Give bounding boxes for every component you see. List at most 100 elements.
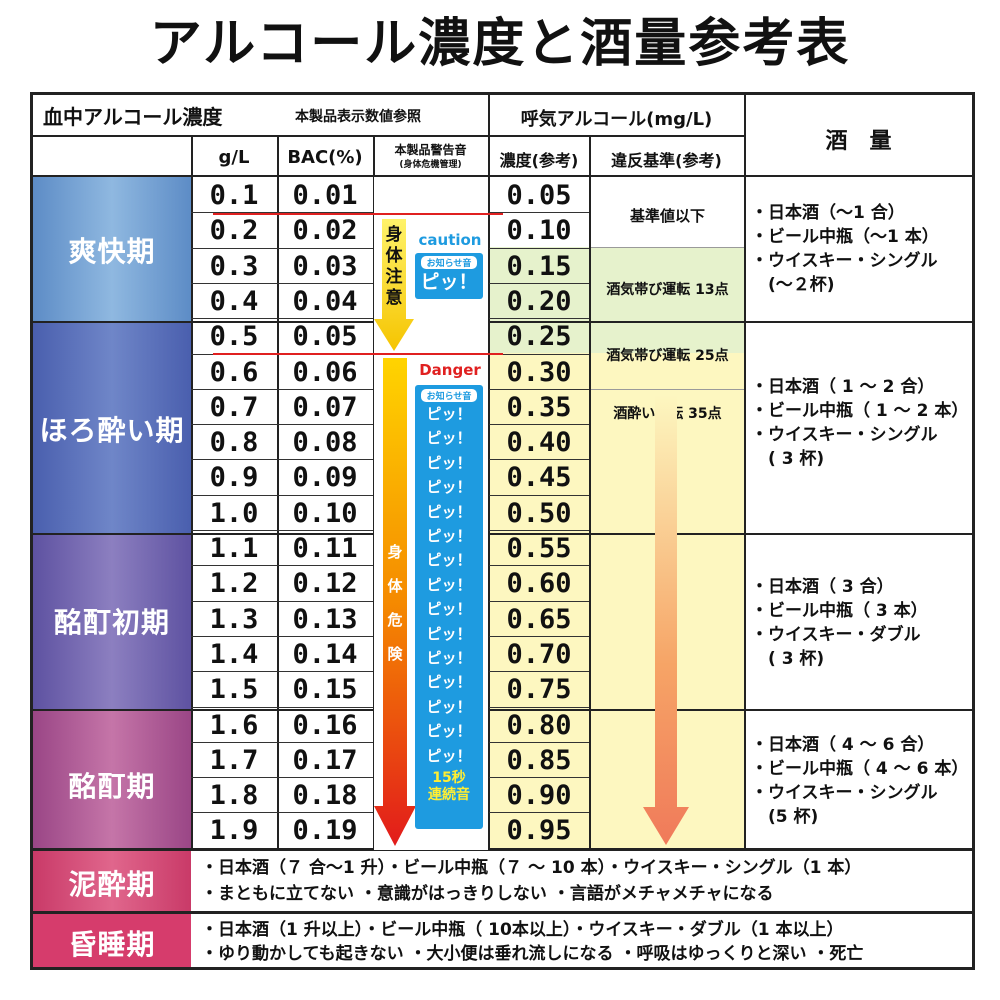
bac-cell: 0.01 — [292, 180, 358, 211]
bac-cell: 0.03 — [292, 250, 358, 282]
bac-cell: 0.11 — [292, 533, 358, 564]
breath-cell: 0.55 — [506, 533, 572, 564]
caution-beep-box: お知らせ音 ピッ！ — [415, 253, 483, 299]
violation-tipsy-13: 酒気帯び運転 13点 — [606, 282, 729, 298]
amount-line: ( 3 杯) — [751, 649, 825, 669]
amount-line: ・ウイスキー・ダブル — [751, 625, 921, 645]
danger-char: 身 — [387, 543, 403, 561]
beep-list: ピッ！ ピッ！ ピッ！ ピッ！ ピッ！ ピッ！ ピッ！ ピッ！ ピッ！ ピッ！ ピッ！ ピッ！ ピッ！ ピ… — [415, 402, 483, 768]
phase-early-drunk: 酩酊初期 — [53, 606, 170, 639]
bac-cell: 0.12 — [292, 568, 358, 600]
amount-drunk: ・日本酒（ 4 〜 6 合） ・ビール中瓶（ 4 〜 6 本） ・ウイスキー・シング… — [751, 733, 968, 829]
breath-cell: 0.25 — [506, 321, 572, 353]
breath-cell: 0.50 — [506, 497, 572, 529]
bac-cell: 0.15 — [292, 674, 358, 706]
beep-item: ピッ！ — [426, 649, 472, 668]
beep-item: ピッ！ — [426, 502, 472, 521]
danger-char: 体 — [387, 577, 403, 595]
beep-item: ピッ！ — [426, 746, 472, 765]
caution-char: 体 — [385, 246, 403, 266]
phase-bg-refreshing — [33, 177, 191, 323]
bac-cell: 0.10 — [292, 497, 358, 529]
bac-cell: 0.09 — [292, 462, 358, 494]
beep-item: ピッ！ — [426, 551, 472, 570]
caution-threshold-line — [213, 213, 503, 215]
gl-cell: 0.9 — [209, 462, 259, 494]
breath-cell: 0.40 — [506, 427, 572, 459]
beep-item: ピッ！ — [426, 624, 472, 643]
continuous-sound-line1: 15秒 — [432, 770, 466, 787]
breath-cell: 0.70 — [506, 638, 572, 670]
bac-cell: 0.13 — [292, 603, 358, 635]
phase-bg-tipsy — [33, 323, 191, 535]
beep-item: ピッ！ — [426, 405, 472, 423]
amount-line: ( 3 杯) — [751, 449, 825, 469]
notice-sound-label: お知らせ音 — [421, 256, 477, 269]
phase-tipsy: ほろ酔い期 — [39, 414, 185, 447]
amount-line: ・日本酒（〜1 合） — [751, 203, 905, 223]
deep-drunk-symptoms: ・まともに立てない ・意識がはっきりしない ・言語がメチャメチャになる — [201, 884, 774, 904]
header-concentration: 濃度(参考) — [499, 151, 579, 170]
deep-drunk-amount: ・日本酒（７ 合〜1 升）・ビール中瓶（７ 〜 10 本）・ウイスキー・シングル… — [201, 858, 862, 878]
danger-char: 危 — [387, 611, 403, 629]
caution-arrow-icon — [374, 219, 414, 351]
beep-item: ピッ！ — [426, 429, 472, 448]
breath-cell: 0.90 — [506, 780, 572, 812]
gl-cell: 1.1 — [209, 533, 259, 564]
danger-vertical-text: 身体危険 — [381, 535, 409, 671]
gl-cell: 1.7 — [209, 744, 259, 776]
caution-label: caution — [418, 231, 482, 249]
breath-cell: 0.60 — [506, 568, 572, 600]
bac-cell: 0.08 — [292, 427, 358, 459]
beep-item: ピッ！ — [426, 478, 472, 497]
amount-line: ・ビール中瓶（〜1 本） — [751, 227, 939, 247]
caution-char: 注 — [385, 267, 403, 287]
danger-notice-label: お知らせ音 — [421, 389, 477, 402]
page-title: アルコール濃度と酒量参考表 — [149, 14, 851, 74]
bac-cell: 0.14 — [292, 638, 358, 670]
gl-cell: 1.8 — [209, 780, 259, 812]
danger-arrow-icon — [374, 358, 416, 846]
phase-bg-coma — [33, 913, 191, 967]
caution-char: 意 — [385, 288, 403, 308]
gl-cell: 1.0 — [209, 497, 259, 529]
bac-cell: 0.02 — [292, 215, 358, 247]
header-blood-alcohol: 血中アルコール濃度 — [43, 105, 223, 129]
gl-cell: 1.6 — [209, 709, 259, 741]
phase-refreshing: 爽快期 — [68, 235, 156, 268]
gl-cell: 1.2 — [209, 568, 259, 600]
gl-cell: 0.5 — [209, 321, 259, 353]
breath-bg-green — [489, 247, 589, 353]
caution-vertical-text: 身体注意 — [380, 225, 408, 309]
breath-cell: 0.10 — [506, 215, 572, 247]
coma-amount: ・日本酒（1 升以上）・ビール中瓶（ 10本以上）・ウイスキー・ダブル（1 本以… — [201, 920, 844, 940]
gl-cell: 0.7 — [209, 391, 259, 423]
bac-cell: 0.16 — [292, 709, 358, 741]
breath-cell: 0.95 — [506, 815, 572, 847]
header-gl: g/L — [218, 147, 250, 168]
danger-char: 険 — [387, 645, 403, 663]
continuous-sound-line2: 連続音 — [428, 787, 470, 804]
gl-cell: 1.3 — [209, 603, 259, 635]
bac-cell: 0.07 — [292, 391, 358, 423]
bac-cell: 0.17 — [292, 744, 358, 776]
amount-line: ・ウイスキー・シングル — [751, 251, 938, 271]
beep-item: ピッ！ — [426, 722, 472, 741]
violation-bg-green — [591, 247, 744, 353]
bac-cell: 0.04 — [292, 285, 358, 317]
gl-cell: 0.1 — [209, 180, 259, 211]
header-display-note: 本製品表示数値参照 — [295, 109, 421, 125]
phase-deep-drunk: 泥酔期 — [68, 868, 156, 901]
breath-cell: 0.85 — [506, 744, 572, 776]
gl-cell: 1.5 — [209, 674, 259, 706]
gl-cell: 0.3 — [209, 250, 259, 282]
gl-cell: 1.9 — [209, 815, 259, 847]
amount-line: (〜２杯) — [751, 275, 835, 295]
amount-line: ・ビール中瓶（ 1 〜 2 本） — [751, 401, 969, 421]
amount-line: ・ビール中瓶（ 3 本） — [751, 601, 928, 621]
beep-item: ピッ！ — [426, 697, 472, 716]
amount-early-drunk: ・日本酒（ 3 合） ・ビール中瓶（ 3 本） ・ウイスキー・ダブル ( 3 杯) — [751, 575, 928, 671]
caution-char: 身 — [385, 225, 403, 245]
phase-bg-deep-drunk — [33, 850, 191, 913]
header-breath-alcohol: 呼気アルコール(mg/L) — [520, 109, 713, 130]
